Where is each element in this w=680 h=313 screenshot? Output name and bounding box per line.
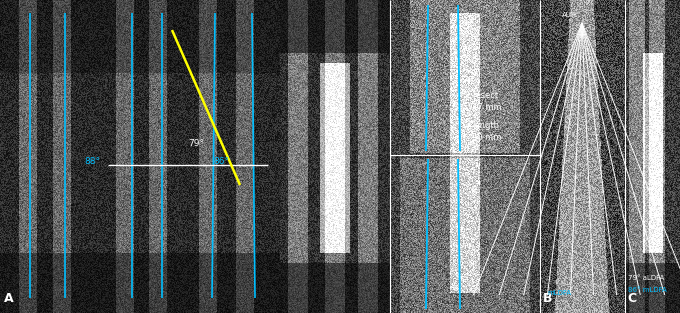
Text: mLDFA: mLDFA (547, 290, 571, 296)
Text: C: C (627, 292, 636, 305)
Text: 79° aLDFA: 79° aLDFA (628, 275, 664, 281)
Text: 77 mm: 77 mm (472, 104, 502, 112)
Text: resect: resect (472, 90, 498, 100)
Text: 88°: 88° (84, 156, 100, 166)
Text: 90 mm: 90 mm (472, 134, 501, 142)
Text: 79°: 79° (188, 138, 204, 147)
Text: B: B (543, 292, 552, 305)
Text: 86°: 86° (213, 157, 229, 167)
Text: AUH: AUH (562, 12, 577, 18)
Text: A: A (4, 292, 14, 305)
Text: 86° mLDFA: 86° mLDFA (628, 287, 667, 293)
Text: length: length (472, 121, 499, 130)
